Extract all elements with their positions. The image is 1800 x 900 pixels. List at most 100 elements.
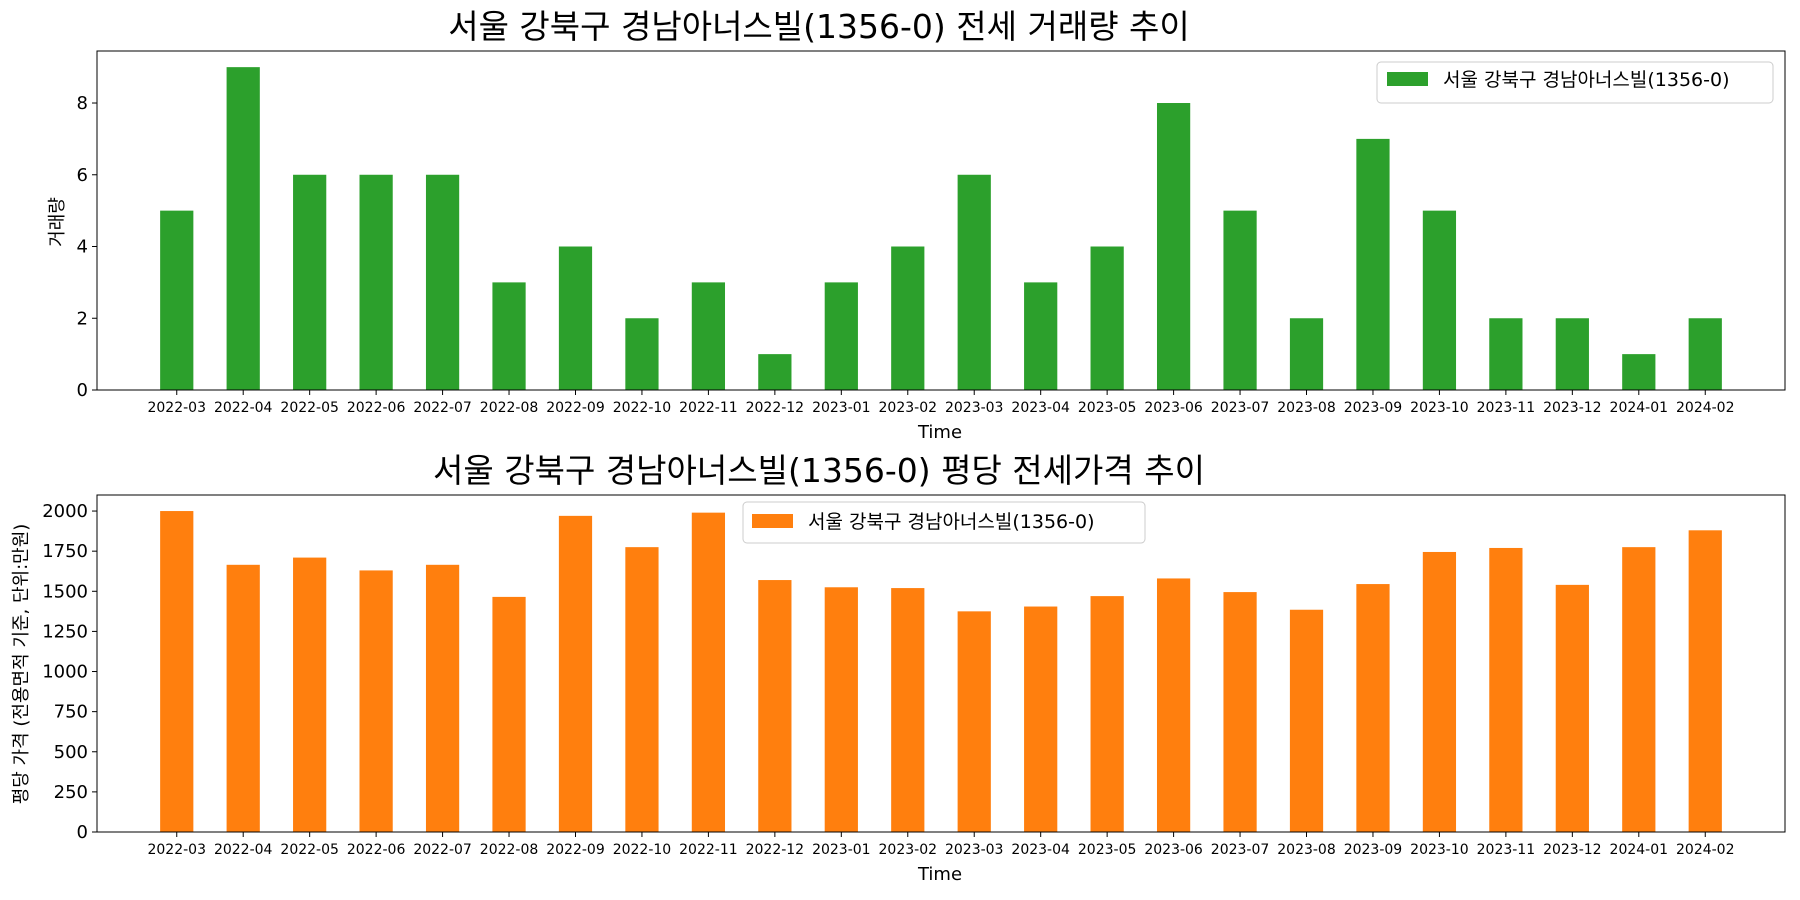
price-bar-2023-11 — [1489, 547, 1523, 832]
price-bar-2023-01 — [824, 587, 858, 832]
price-chart-legend: 서울 강북구 경남아너스빌(1356-0) — [742, 501, 1146, 544]
price-bar-2023-10 — [1422, 551, 1457, 832]
volume-legend-swatch — [1387, 72, 1428, 86]
volume-ytick-label-4: 4 — [77, 237, 88, 258]
price-axes-frame — [96, 494, 1786, 833]
price-xtick-label-2022-06: 2022-06 — [347, 842, 406, 858]
volume-xtick-label-2022-04: 2022-04 — [214, 400, 273, 416]
price-ytick-label-750: 750 — [54, 702, 88, 723]
volume-bar-2022-08 — [492, 282, 526, 390]
price-bar-2023-03 — [957, 611, 991, 832]
price-xtick-label-2023-03: 2023-03 — [945, 842, 1004, 858]
price-bar-2022-10 — [625, 547, 659, 832]
volume-xtick-label-2022-12: 2022-12 — [746, 400, 805, 416]
volume-bar-2023-10 — [1422, 210, 1457, 390]
price-xtick-label-2023-02: 2023-02 — [879, 842, 938, 858]
volume-bar-2022-04 — [226, 67, 260, 391]
price-xtick-label-2022-11: 2022-11 — [679, 842, 738, 858]
price-bar-2022-08 — [492, 596, 526, 832]
price-ytick-label-500: 500 — [54, 742, 88, 763]
volume-bar-2023-09 — [1356, 138, 1390, 390]
volume-xtick-label-2023-02: 2023-02 — [879, 400, 938, 416]
price-bar-2022-04 — [226, 564, 260, 832]
price-xtick-label-2023-07: 2023-07 — [1211, 842, 1270, 858]
price-bar-2023-09 — [1356, 584, 1390, 832]
price-xtick-label-2022-03: 2022-03 — [147, 842, 206, 858]
price-bar-2024-01 — [1622, 547, 1656, 832]
volume-bar-2022-12 — [758, 354, 792, 390]
price-chart-plot-area: 2022-03 2022-04 2022-05 2022-06 2022-07 2022-… — [42, 494, 1786, 858]
volume-xtick-label-2023-11: 2023-11 — [1477, 400, 1536, 416]
price-bar-2023-02 — [891, 588, 925, 832]
volume-bar-2023-08 — [1289, 318, 1324, 390]
price-xtick-label-2023-12: 2023-12 — [1543, 842, 1602, 858]
price-legend-swatch — [752, 514, 793, 528]
volume-ytick-label-8: 8 — [77, 93, 88, 114]
volume-xtick-label-2022-10: 2022-10 — [613, 400, 672, 416]
price-chart-ylabel: 평당 가격 (전용면적 기준, 단위:만원) — [11, 524, 32, 805]
price-bar-2023-07 — [1223, 592, 1257, 832]
price-bar-2024-02 — [1688, 530, 1722, 832]
volume-chart-ylabel: 거래량 — [47, 197, 68, 247]
price-bar-2022-07 — [425, 564, 460, 832]
price-ytick-label-1750: 1750 — [42, 541, 88, 562]
price-bar-2023-05 — [1090, 596, 1124, 832]
volume-xtick-label-2023-01: 2023-01 — [812, 400, 871, 416]
volume-bar-2022-10 — [625, 318, 659, 390]
volume-bar-2024-02 — [1688, 318, 1722, 390]
price-xtick-label-2022-12: 2022-12 — [746, 842, 805, 858]
volume-chart-legend: 서울 강북구 경남아너스빌(1356-0) — [1376, 61, 1774, 104]
volume-bar-2022-07 — [425, 174, 460, 390]
volume-bar-2022-03 — [160, 210, 194, 390]
volume-bar-2023-07 — [1223, 210, 1257, 390]
volume-xtick-label-2022-03: 2022-03 — [147, 400, 206, 416]
volume-xtick-label-2023-08: 2023-08 — [1277, 400, 1336, 416]
volume-legend-label: 서울 강북구 경남아너스빌(1356-0) — [1443, 69, 1729, 91]
volume-xtick-label-2023-10: 2023-10 — [1410, 400, 1469, 416]
volume-xtick-label-2023-05: 2023-05 — [1078, 400, 1137, 416]
price-xtick-label-2023-01: 2023-01 — [812, 842, 871, 858]
price-ytick-label-250: 250 — [54, 782, 88, 803]
price-bar-2023-12 — [1555, 584, 1589, 832]
volume-bar-2022-11 — [691, 282, 726, 390]
price-chart: 서울 강북구 경남아너스빌(1356-0) 평당 전세가격 추이 Time 평당… — [11, 451, 1786, 885]
volume-xtick-label-2022-06: 2022-06 — [347, 400, 406, 416]
price-xtick-label-2023-10: 2023-10 — [1410, 842, 1469, 858]
price-xtick-label-2022-04: 2022-04 — [214, 842, 273, 858]
price-bar-2023-06 — [1156, 578, 1191, 832]
price-xtick-label-2023-08: 2023-08 — [1277, 842, 1336, 858]
price-bar-2022-03 — [160, 511, 194, 832]
volume-xtick-label-2023-07: 2023-07 — [1211, 400, 1270, 416]
price-legend-label: 서울 강북구 경남아너스빌(1356-0) — [808, 511, 1094, 533]
volume-ytick-label-6: 6 — [77, 165, 88, 186]
volume-bar-2022-09 — [558, 246, 593, 390]
volume-bar-2023-03 — [957, 174, 991, 390]
volume-bar-2022-05 — [293, 174, 327, 390]
volume-xtick-label-2024-02: 2024-02 — [1676, 400, 1735, 416]
volume-xtick-label-2023-04: 2023-04 — [1011, 400, 1070, 416]
price-chart-title: 서울 강북구 경남아너스빌(1356-0) 평당 전세가격 추이 — [433, 451, 1205, 490]
volume-chart: 서울 강북구 경남아너스빌(1356-0) 전세 거래량 추이 Time 거래량… — [47, 7, 1786, 443]
volume-xtick-label-2023-03: 2023-03 — [945, 400, 1004, 416]
price-xtick-label-2023-09: 2023-09 — [1344, 842, 1403, 858]
price-ytick-label-1500: 1500 — [42, 581, 88, 602]
price-bar-2022-12 — [758, 580, 792, 832]
volume-xtick-label-2022-09: 2022-09 — [546, 400, 605, 416]
price-xtick-label-2024-01: 2024-01 — [1610, 842, 1669, 858]
volume-xtick-label-2022-11: 2022-11 — [679, 400, 738, 416]
price-bar-2022-05 — [293, 557, 327, 832]
volume-xtick-label-2023-09: 2023-09 — [1344, 400, 1403, 416]
price-bar-2022-06 — [359, 570, 393, 832]
volume-chart-plot-area: 2022-03 2022-04 2022-05 2022-06 2022-07 2022-… — [77, 50, 1786, 416]
price-xtick-label-2024-02: 2024-02 — [1676, 842, 1735, 858]
volume-bar-2023-05 — [1090, 246, 1124, 390]
volume-chart-xlabel: Time — [917, 422, 962, 443]
volume-legend-box — [1376, 61, 1774, 104]
price-ytick-label-1000: 1000 — [42, 662, 88, 683]
price-ytick-label-0: 0 — [77, 822, 88, 843]
price-xtick-label-2023-05: 2023-05 — [1078, 842, 1137, 858]
volume-bar-2023-11 — [1489, 318, 1523, 390]
price-xtick-label-2022-08: 2022-08 — [480, 842, 539, 858]
price-xtick-label-2022-10: 2022-10 — [613, 842, 672, 858]
